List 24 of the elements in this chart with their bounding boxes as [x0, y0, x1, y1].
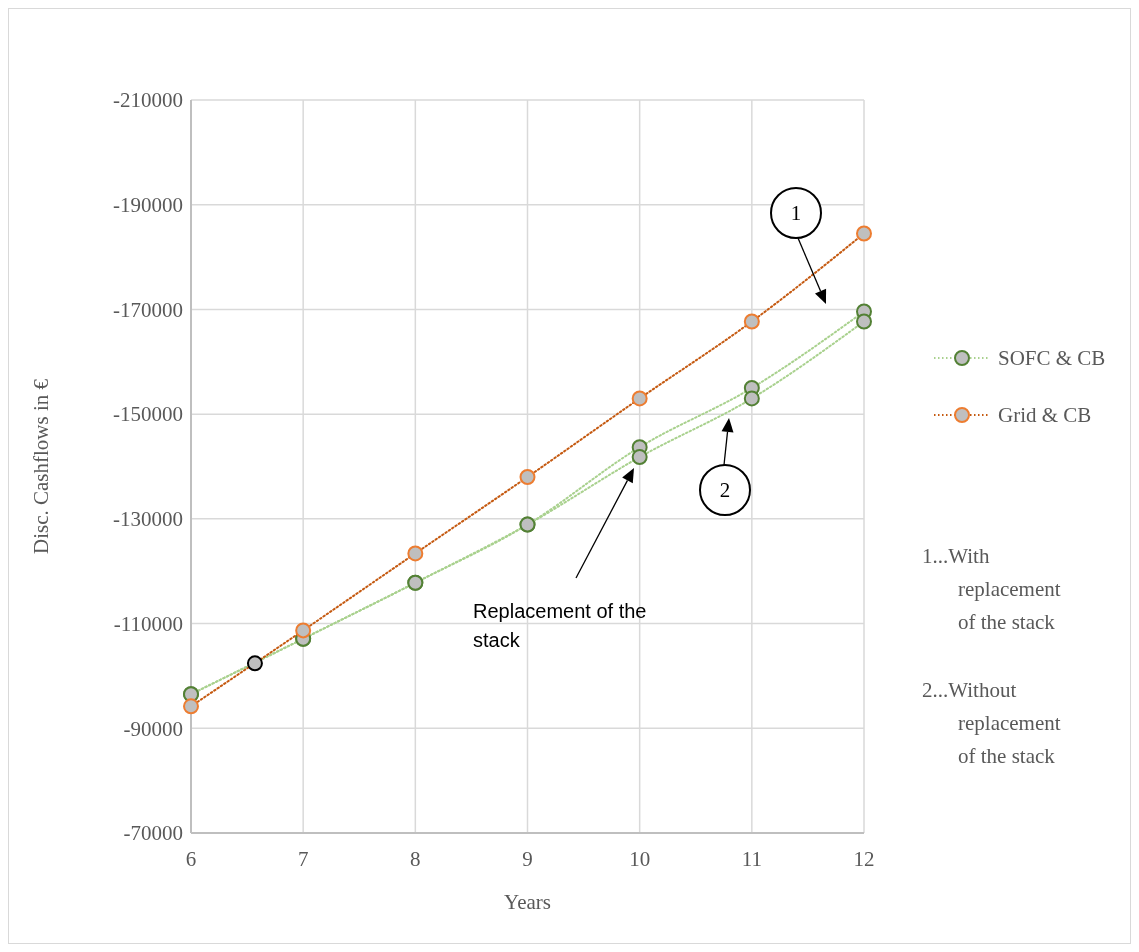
annotation: 1 [790, 201, 802, 226]
legend-label: SOFC & CB [998, 346, 1106, 371]
x-tick-label: 9 [522, 847, 533, 871]
y-tick-label: -210000 [113, 88, 183, 113]
x-tick-label: 6 [185, 847, 197, 871]
x-tick-label: 7 [297, 847, 309, 871]
y-axis-title: Disc. Cashflows in € [29, 378, 53, 554]
text: 2...Without replacement of the stack [922, 678, 1061, 768]
y-tick-label: -110000 [113, 611, 183, 636]
x-tick-label: 11 [741, 847, 762, 871]
text: 1...With replacement of the stack [922, 544, 1061, 634]
y-tick-label: -90000 [123, 716, 183, 741]
x-tick-label: 12 [853, 847, 875, 871]
annotation: Replacement of the stack [473, 600, 647, 651]
x-tick-label: 8 [410, 847, 421, 871]
y-tick-label: -190000 [113, 193, 183, 218]
x-axis-title: Years [504, 890, 551, 914]
annotation: 2 [719, 478, 731, 503]
legend-label: Grid & CB [998, 403, 1092, 428]
y-tick-label: -70000 [123, 821, 183, 846]
y-tick-label: -130000 [113, 507, 183, 532]
y-tick-label: -150000 [113, 402, 183, 427]
y-tick-label: -170000 [113, 297, 183, 322]
x-tick-label: 10 [629, 847, 651, 871]
